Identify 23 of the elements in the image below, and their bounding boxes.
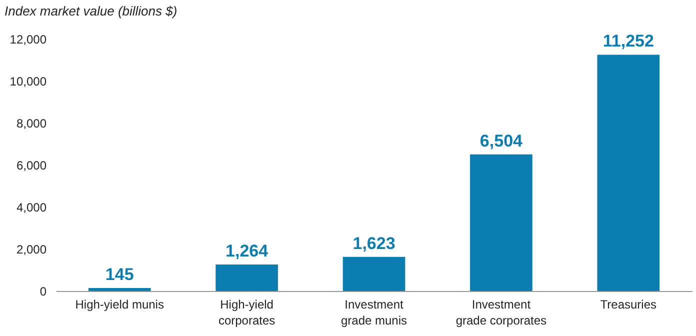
data-label: 11,252 xyxy=(602,32,654,51)
y-axis-title: Index market value (billions $) xyxy=(4,4,178,18)
y-tick-label: 6,000 xyxy=(16,158,47,172)
y-tick-label: 4,000 xyxy=(16,200,47,214)
y-tick-label: 8,000 xyxy=(16,116,47,130)
x-tick-label: Treasuries xyxy=(600,298,657,312)
bar xyxy=(597,54,660,291)
y-tick-label: 0 xyxy=(40,284,47,298)
bar xyxy=(470,154,532,291)
x-tick-label: High-yield corporates xyxy=(218,298,276,328)
x-tick-label: Investment grade corporates xyxy=(456,298,547,328)
bar xyxy=(88,288,151,291)
y-tick-label: 12,000 xyxy=(10,32,47,46)
x-tick-label: Investment grade munis xyxy=(340,298,408,328)
x-tick-label: High-yield munis xyxy=(75,298,164,312)
data-label: 145 xyxy=(105,264,134,284)
data-label: 1,264 xyxy=(226,241,269,260)
data-label: 1,623 xyxy=(352,234,396,253)
y-tick-label: 2,000 xyxy=(16,242,47,256)
bar xyxy=(342,256,406,291)
bar xyxy=(216,264,278,291)
y-tick-label: 10,000 xyxy=(10,74,47,88)
data-label: 6,504 xyxy=(480,131,524,150)
